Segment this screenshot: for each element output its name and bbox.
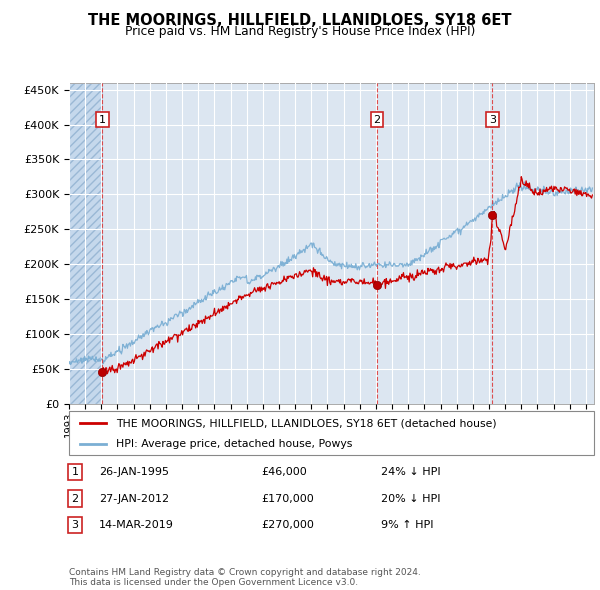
Text: 26-JAN-1995: 26-JAN-1995	[99, 467, 169, 477]
Text: 20% ↓ HPI: 20% ↓ HPI	[381, 494, 440, 503]
Text: 2: 2	[373, 114, 380, 124]
Text: 1: 1	[71, 467, 79, 477]
Text: 3: 3	[489, 114, 496, 124]
Text: 27-JAN-2012: 27-JAN-2012	[99, 494, 169, 503]
Text: 3: 3	[71, 520, 79, 530]
Text: Price paid vs. HM Land Registry's House Price Index (HPI): Price paid vs. HM Land Registry's House …	[125, 25, 475, 38]
Text: THE MOORINGS, HILLFIELD, LLANIDLOES, SY18 6ET: THE MOORINGS, HILLFIELD, LLANIDLOES, SY1…	[88, 13, 512, 28]
Text: £46,000: £46,000	[261, 467, 307, 477]
Text: THE MOORINGS, HILLFIELD, LLANIDLOES, SY18 6ET (detached house): THE MOORINGS, HILLFIELD, LLANIDLOES, SY1…	[116, 418, 497, 428]
Bar	[69, 83, 103, 404]
Text: 24% ↓ HPI: 24% ↓ HPI	[381, 467, 440, 477]
Text: 9% ↑ HPI: 9% ↑ HPI	[381, 520, 433, 530]
Text: 14-MAR-2019: 14-MAR-2019	[99, 520, 174, 530]
Text: HPI: Average price, detached house, Powys: HPI: Average price, detached house, Powy…	[116, 438, 353, 448]
Text: 1: 1	[99, 114, 106, 124]
Text: Contains HM Land Registry data © Crown copyright and database right 2024.
This d: Contains HM Land Registry data © Crown c…	[69, 568, 421, 587]
Text: 2: 2	[71, 494, 79, 503]
Text: £270,000: £270,000	[261, 520, 314, 530]
Text: £170,000: £170,000	[261, 494, 314, 503]
